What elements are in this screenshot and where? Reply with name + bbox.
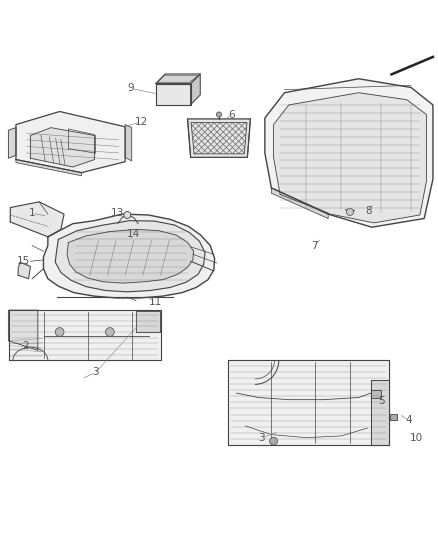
Polygon shape [55, 221, 205, 292]
Polygon shape [274, 93, 426, 223]
Text: 15: 15 [17, 256, 30, 266]
Text: 12: 12 [134, 117, 148, 126]
Text: 4: 4 [406, 415, 412, 425]
Text: 2: 2 [23, 341, 29, 351]
Polygon shape [155, 74, 200, 84]
Polygon shape [16, 159, 81, 176]
Polygon shape [9, 310, 38, 350]
Polygon shape [155, 84, 191, 104]
Polygon shape [272, 188, 328, 219]
Circle shape [216, 112, 222, 117]
Circle shape [270, 437, 278, 445]
Text: 3: 3 [258, 433, 265, 442]
Polygon shape [18, 262, 30, 279]
Polygon shape [187, 119, 251, 157]
Text: 1: 1 [29, 208, 35, 218]
Circle shape [106, 328, 114, 336]
Circle shape [124, 212, 131, 219]
Polygon shape [11, 202, 64, 237]
Polygon shape [43, 214, 215, 298]
Circle shape [55, 328, 64, 336]
Text: 7: 7 [311, 240, 318, 251]
Polygon shape [16, 111, 125, 173]
Polygon shape [265, 79, 433, 227]
Polygon shape [228, 360, 389, 445]
Polygon shape [9, 310, 161, 360]
Polygon shape [30, 128, 95, 167]
Polygon shape [9, 128, 16, 158]
Text: 5: 5 [378, 396, 385, 406]
Bar [390, 414, 397, 420]
Polygon shape [67, 229, 194, 283]
Text: 10: 10 [410, 433, 423, 442]
Text: 13: 13 [111, 208, 124, 218]
Text: 9: 9 [127, 83, 134, 93]
Text: 11: 11 [149, 297, 162, 308]
Text: 14: 14 [127, 229, 141, 239]
Polygon shape [125, 125, 132, 161]
Polygon shape [371, 380, 389, 445]
Polygon shape [136, 311, 160, 332]
Text: 8: 8 [365, 206, 371, 216]
Text: 6: 6 [228, 110, 234, 119]
Bar [371, 391, 381, 398]
Text: 3: 3 [92, 367, 99, 377]
Circle shape [346, 208, 353, 215]
Polygon shape [191, 74, 200, 104]
